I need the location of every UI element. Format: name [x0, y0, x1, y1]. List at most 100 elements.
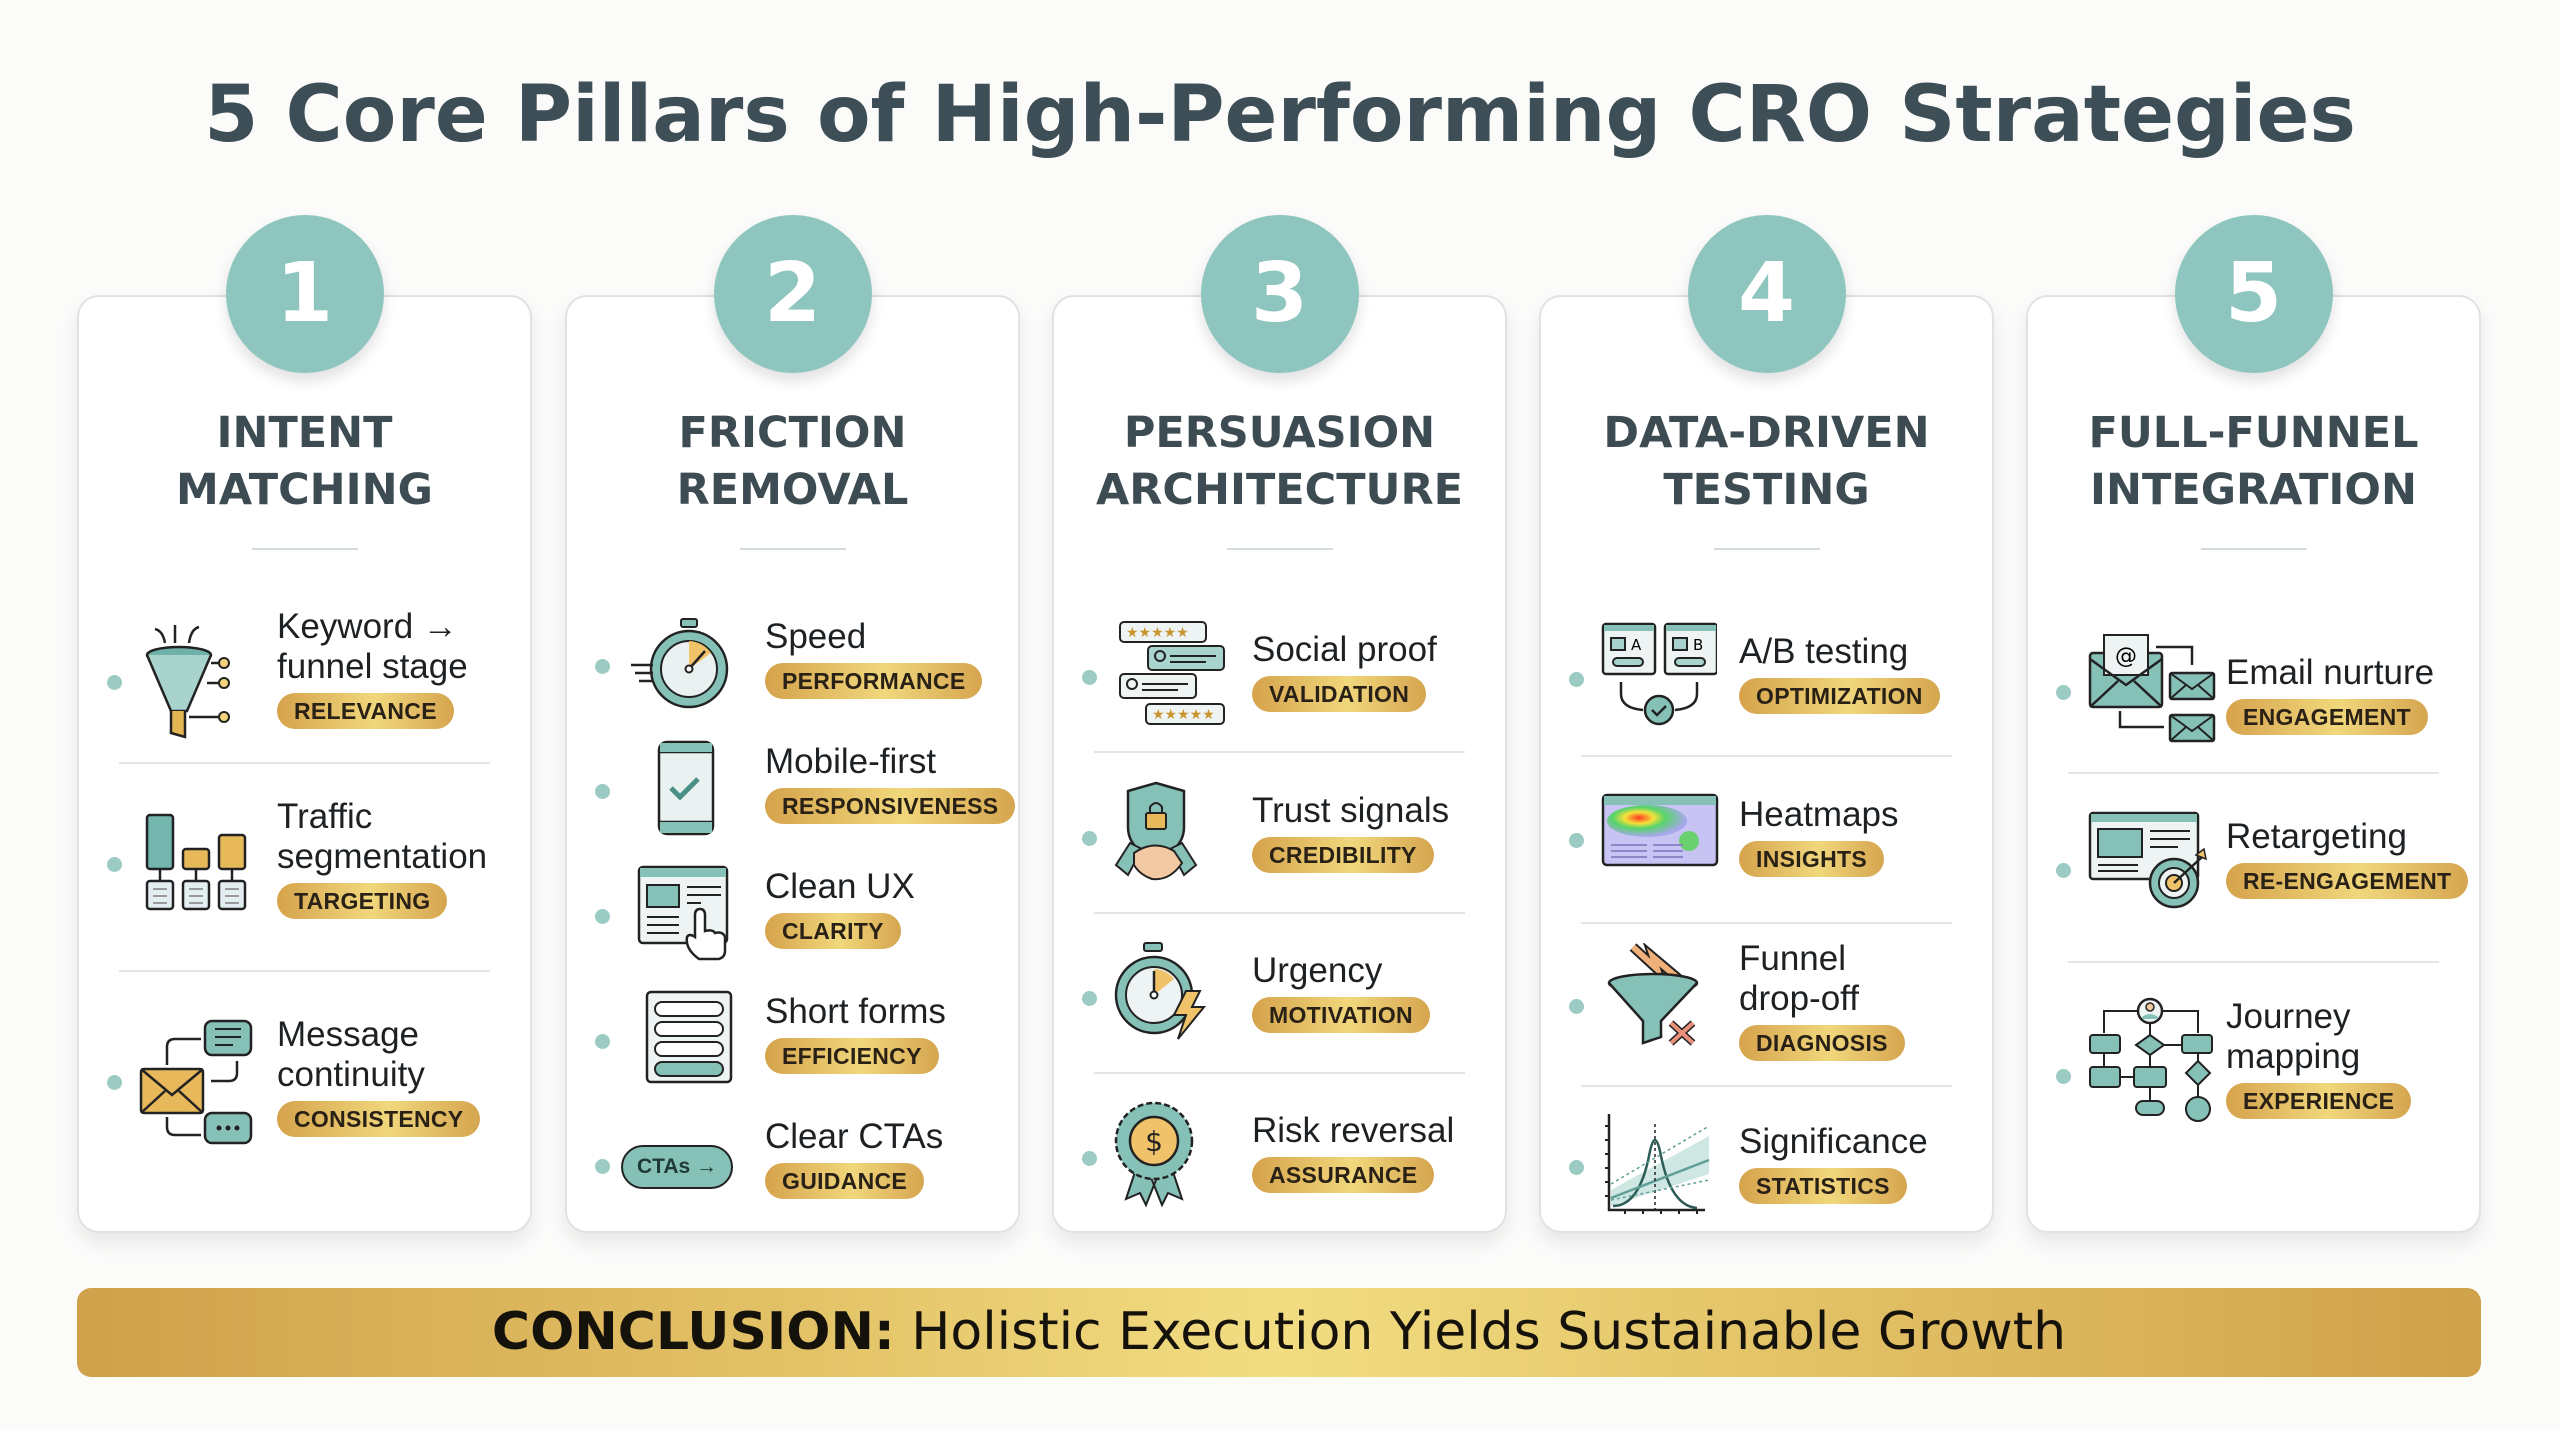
- item-label: Message: [277, 1015, 420, 1054]
- list-item: Traffic segmentation TARGETING: [79, 797, 530, 937]
- title-divider: [251, 548, 358, 550]
- pillar-title: FULL-FUNNEL INTEGRATION: [2028, 405, 2479, 519]
- pillar-title-line: DATA-DRIVEN: [1603, 408, 1930, 458]
- retarget-icon: [2086, 809, 2208, 927]
- pillar-card-persuasion-architecture: 3 PERSUASION ARCHITECTURE ★★★★★ ★★★★★ Soc…: [1052, 215, 1507, 1233]
- category-badge: ENGAGEMENT: [2226, 699, 2428, 735]
- pillar-title-line: REMOVAL: [676, 465, 909, 515]
- conclusion-text: Holistic Execution Yields Sustainable Gr…: [894, 1302, 2067, 1362]
- list-item: Heatmaps INSIGHTS: [1541, 777, 1992, 897]
- pillar-title: PERSUASION ARCHITECTURE: [1054, 405, 1505, 519]
- list-item: Retargeting RE-ENGAGEMENT: [2028, 797, 2479, 927]
- reviews-icon: ★★★★★ ★★★★★: [1112, 618, 1230, 736]
- item-label: Speed: [765, 617, 867, 656]
- pillar-title-line: INTEGRATION: [2090, 465, 2417, 515]
- category-badge: EXPERIENCE: [2226, 1083, 2412, 1119]
- list-item: Significance STATISTICS: [1541, 1102, 1992, 1222]
- item-label: Retargeting: [2226, 817, 2407, 856]
- svg-text:A: A: [1631, 636, 1642, 654]
- pillar-title: DATA-DRIVEN TESTING: [1541, 405, 1992, 519]
- cta-button-icon: CTAs →: [621, 1145, 733, 1189]
- funnel-icon: [137, 621, 255, 739]
- svg-text:B: B: [1693, 636, 1703, 654]
- pillar-title: FRICTION REMOVAL: [567, 405, 1018, 519]
- pillar-number-badge: 2: [713, 215, 872, 373]
- list-item: Keyword → funnel stage RELEVANCE: [79, 607, 530, 747]
- bullet-dot: [2056, 1069, 2071, 1084]
- bullet-dot: [2056, 863, 2071, 878]
- pillar-number-badge: 4: [1687, 215, 1846, 373]
- bullet-dot: [2056, 685, 2071, 700]
- category-badge: CREDIBILITY: [1252, 837, 1434, 873]
- item-divider: [1094, 912, 1465, 914]
- svg-text:★★★★★: ★★★★★: [1126, 624, 1189, 640]
- bullet-dot: [1569, 1160, 1584, 1175]
- bullet-dot: [595, 1034, 610, 1049]
- journey-map-icon: [2086, 997, 2213, 1122]
- pillar-title-line: FRICTION: [678, 408, 907, 458]
- list-item: Clean UX CLARITY: [567, 865, 1018, 977]
- category-badge: CONSISTENCY: [277, 1101, 481, 1137]
- item-label: Funnel: [1739, 939, 1847, 978]
- bullet-dot: [595, 784, 610, 799]
- bullet-dot: [1569, 999, 1584, 1014]
- title-divider: [1713, 548, 1820, 550]
- distribution-chart-icon: [1599, 1106, 1717, 1224]
- bullet-dot: [595, 909, 610, 924]
- pillar-title-line: MATCHING: [176, 465, 433, 515]
- item-label: Significance: [1739, 1122, 1928, 1161]
- pillar-number-badge: 1: [225, 215, 384, 373]
- bullet-dot: [107, 675, 122, 690]
- svg-text:★★★★★: ★★★★★: [1152, 706, 1215, 722]
- pillar-title: INTENT MATCHING: [79, 405, 530, 519]
- item-label: Risk reversal: [1252, 1111, 1455, 1150]
- mobile-check-icon: [625, 738, 743, 856]
- item-label: Email nurture: [2226, 653, 2435, 692]
- svg-text:@: @: [2115, 644, 2137, 669]
- list-item: ★★★★★ ★★★★★ Social proof VALIDATION: [1054, 612, 1505, 732]
- bullet-dot: [595, 659, 610, 674]
- item-label: segmentation: [277, 837, 488, 876]
- title-divider: [2200, 548, 2307, 550]
- item-divider: [1094, 751, 1465, 753]
- item-label: A/B testing: [1739, 632, 1909, 671]
- list-item: Funnel drop-off DIAGNOSIS: [1541, 939, 1992, 1061]
- svg-text:$: $: [1145, 1125, 1163, 1158]
- bullet-dot: [595, 1159, 610, 1174]
- item-label: Social proof: [1252, 630, 1437, 669]
- bullet-dot: [1569, 833, 1584, 848]
- page-title: 5 Core Pillars of High-Performing CRO St…: [204, 70, 2356, 160]
- category-badge: RESPONSIVENESS: [765, 788, 1016, 824]
- category-badge: INSIGHTS: [1739, 841, 1885, 877]
- list-item: Speed PERFORMANCE: [567, 617, 1018, 727]
- item-label: Clean UX: [765, 867, 915, 906]
- list-item: Mobile-first RESPONSIVENESS: [567, 740, 1018, 852]
- pillar-card-full-funnel-integration: 5 FULL-FUNNEL INTEGRATION @ Email nurtur…: [2026, 215, 2481, 1233]
- item-label: Heatmaps: [1739, 795, 1899, 834]
- segmentation-chart-icon: [137, 805, 255, 923]
- title-divider: [739, 548, 846, 550]
- pillar-title-line: ARCHITECTURE: [1096, 465, 1463, 515]
- item-label: continuity: [277, 1055, 425, 1094]
- pillar-title-line: FULL-FUNNEL: [2088, 408, 2419, 458]
- item-label: Short forms: [765, 992, 946, 1031]
- category-badge: MOTIVATION: [1252, 997, 1430, 1033]
- form-icon: [625, 986, 743, 1104]
- list-item: Trust signals CREDIBILITY: [1054, 773, 1505, 893]
- bullet-dot: [107, 1075, 122, 1090]
- pillar-title-line: PERSUASION: [1123, 408, 1436, 458]
- category-badge: PERFORMANCE: [765, 663, 983, 699]
- stopwatch-icon: [625, 615, 743, 733]
- item-label: funnel stage: [277, 647, 468, 686]
- bullet-dot: [1082, 670, 1097, 685]
- list-item: @ Email nurture ENGAGEMENT: [2028, 617, 2479, 747]
- pillar-title-line: TESTING: [1663, 465, 1870, 515]
- message-flow-icon: [137, 1015, 255, 1145]
- list-item: Urgency MOTIVATION: [1054, 933, 1505, 1053]
- funnel-dropoff-icon: [1599, 943, 1717, 1061]
- item-label: Traffic: [277, 797, 373, 836]
- timer-lightning-icon: [1112, 939, 1230, 1057]
- title-divider: [1226, 548, 1333, 550]
